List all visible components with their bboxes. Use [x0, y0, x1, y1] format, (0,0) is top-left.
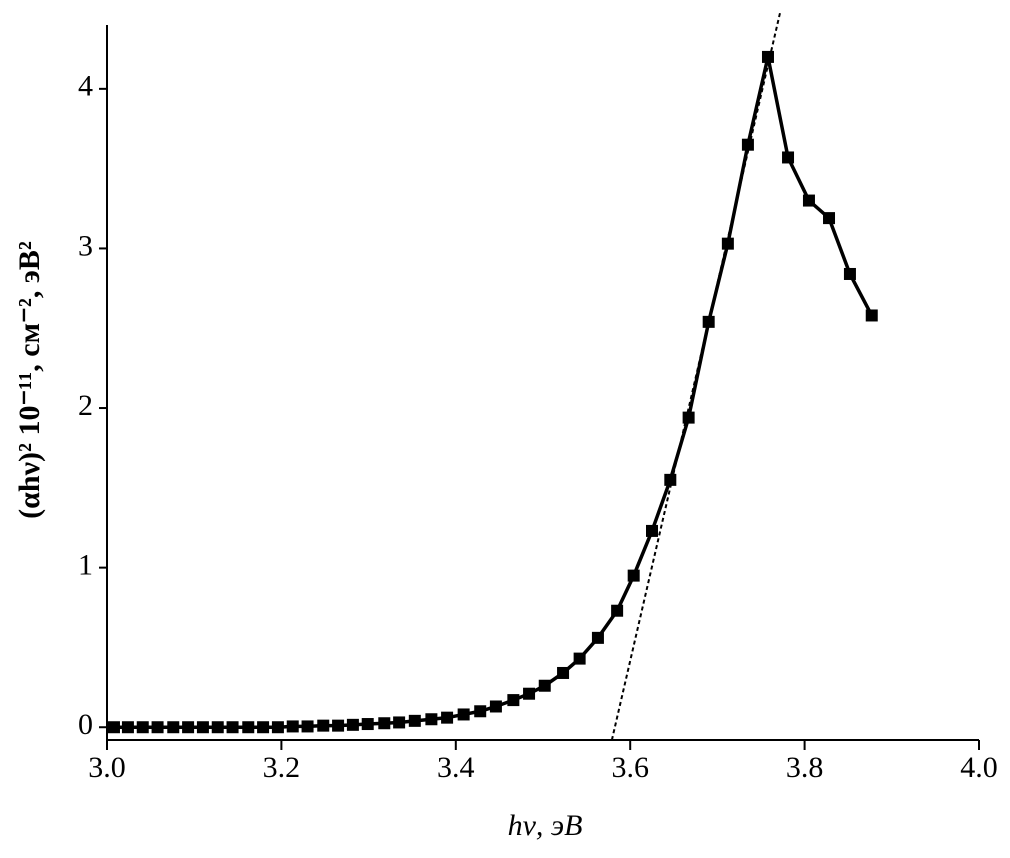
data-point	[611, 604, 624, 617]
y-tick-label: 1	[78, 549, 93, 582]
data-point	[457, 708, 470, 721]
data-point	[361, 718, 374, 731]
data-point	[474, 705, 487, 718]
data-point	[573, 652, 586, 665]
data-point	[378, 717, 391, 730]
data-point	[136, 721, 149, 734]
data-point	[865, 309, 878, 322]
data-point	[182, 721, 195, 734]
data-point	[802, 194, 815, 207]
data-point	[741, 138, 754, 151]
data-point	[823, 212, 836, 225]
data-point	[242, 721, 255, 734]
data-point	[226, 721, 239, 734]
data-point	[408, 714, 421, 727]
data-point	[664, 473, 677, 486]
x-axis-label: hν, эВ	[508, 809, 583, 842]
y-tick-label: 2	[78, 389, 93, 422]
data-point	[393, 716, 406, 729]
data-point	[196, 721, 209, 734]
data-point	[627, 569, 640, 582]
x-tick-label: 3.4	[437, 751, 475, 784]
x-tick-label: 3.6	[611, 751, 649, 784]
x-tick-label: 3.8	[786, 751, 824, 784]
data-point	[121, 721, 134, 734]
data-point	[151, 721, 164, 734]
data-point	[507, 694, 520, 707]
data-point	[441, 711, 454, 724]
data-point	[346, 718, 359, 731]
data-point	[523, 687, 536, 700]
data-point	[646, 524, 658, 537]
data-point	[332, 719, 345, 732]
data-point	[591, 631, 604, 644]
data-point	[167, 721, 180, 734]
data-point	[538, 679, 551, 692]
data-line	[113, 56, 874, 729]
y-tick-label: 3	[78, 229, 93, 262]
data-point	[489, 700, 502, 713]
data-point	[425, 713, 438, 726]
y-tick-label: 4	[78, 70, 93, 103]
data-point	[782, 151, 795, 164]
x-tick-label: 3.2	[263, 751, 301, 784]
y-axis-label: (αhν)² 10⁻¹¹, см⁻², эВ²	[13, 241, 46, 519]
x-tick-label: 4.0	[960, 751, 998, 784]
data-point	[843, 267, 856, 280]
data-point	[271, 721, 284, 734]
y-tick-label: 0	[78, 708, 93, 741]
data-point	[761, 50, 774, 63]
x-tick-label: 3.0	[88, 751, 126, 784]
data-point	[682, 411, 695, 424]
data-point	[257, 721, 270, 734]
data-point	[721, 237, 734, 250]
data-point	[107, 721, 120, 734]
data-point	[301, 720, 314, 733]
data-point	[557, 666, 570, 679]
fit-line	[610, 12, 782, 741]
data-point	[286, 720, 299, 733]
data-point	[211, 721, 224, 734]
data-point	[317, 719, 330, 732]
